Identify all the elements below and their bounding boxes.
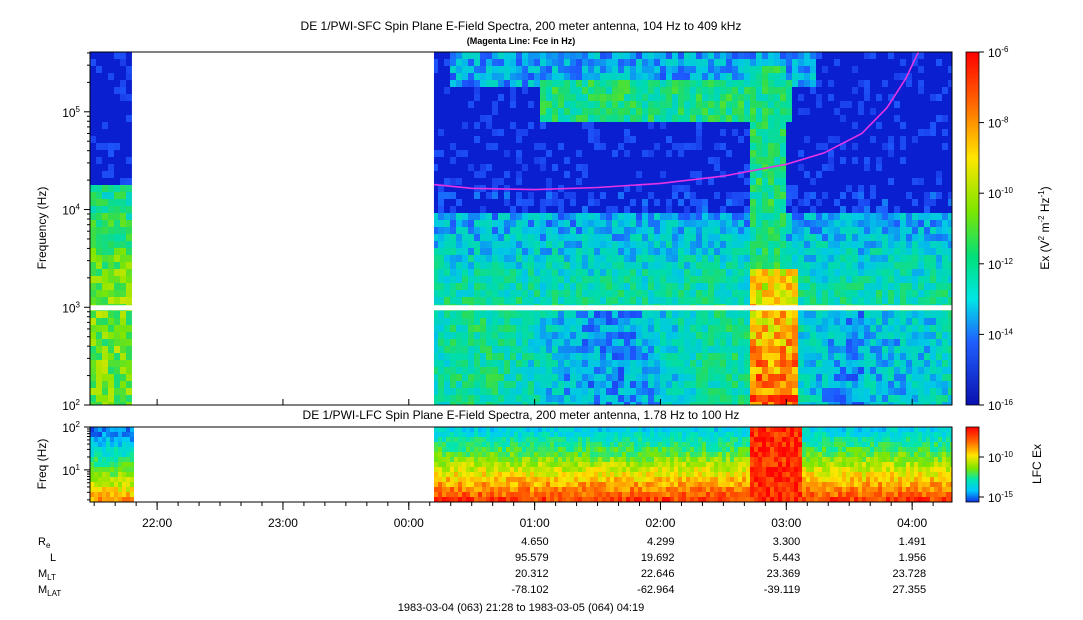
tick-exponent: -10 [1001,450,1013,459]
tick-label: 104 [62,203,80,218]
label-exponent: -2 [1037,215,1046,223]
label-part: Hz [1038,197,1052,215]
tick-exponent: -8 [1001,116,1009,125]
tick-label: 10-14 [988,327,1013,342]
tick-exponent: 5 [76,105,81,114]
lfc-spectrogram [90,427,952,502]
label-part: Ex (V [1038,240,1052,269]
lfc-colorbar [965,426,980,503]
time-tick-label: 04:00 [897,516,927,530]
tick-label: 105 [62,105,80,120]
lfc-colorbar-label: LFC Ex [1030,444,1044,484]
tick-exponent: -10 [1001,186,1013,195]
time-tick-label: 03:00 [771,516,801,530]
time-axis: 22:00 23:00 00:00 01:00 02:00 03:00 04:00 [93,399,934,530]
time-tick-label: 02:00 [645,516,675,530]
lfc-plot-frame [89,426,953,503]
ephemeris-value: 22.646 [641,568,675,580]
time-tick-label: 00:00 [394,516,424,530]
ephemeris-value: 1.956 [899,552,927,564]
ephemeris-row-sub: e [46,541,51,550]
tick-label: 102 [62,398,80,413]
ephemeris-row-sub: LT [47,573,56,582]
tick-label: 10-15 [988,490,1013,505]
time-tick-label: 01:00 [520,516,550,530]
ephemeris-value: 4.650 [521,536,549,548]
ephemeris-value: 5.443 [773,552,801,564]
ephemeris-row-sub: LAT [47,589,61,598]
tick-label: 10-8 [988,116,1009,131]
tick-label: 10-12 [988,257,1013,272]
sfc-subtitle: (Magenta Line: Fce in Hz) [467,36,576,46]
sfc-colorbar-label: Ex (V2 m-2 Hz-1) [1037,186,1052,269]
sfc-y-axis: 102 103 104 105 [62,52,90,413]
tick-label: 10-16 [988,398,1013,413]
time-tick-label: 23:00 [268,516,298,530]
tick-exponent: 3 [76,300,81,309]
tick-exponent: -6 [1001,45,1009,54]
tick-label: 10-10 [988,450,1013,465]
lfc-y-axis: 101 102 [62,420,90,501]
tick-label: 101 [62,463,80,478]
time-range-footer: 1983-03-04 (063) 21:28 to 1983-03-05 (06… [398,602,644,614]
tick-exponent: 4 [76,203,81,212]
ephemeris-value: -78.102 [511,584,548,596]
ephemeris-value: -62.964 [637,584,674,596]
tick-exponent: -16 [1001,398,1013,407]
ephemeris-value: 1.491 [899,536,927,548]
tick-label: 103 [62,300,80,315]
sfc-title: DE 1/PWI-SFC Spin Plane E-Field Spectra,… [301,19,742,33]
ephemeris-value: 95.579 [515,552,549,564]
tick-label: 10-10 [988,186,1013,201]
tick-exponent: 2 [76,398,81,407]
time-tick-label: 22:00 [142,516,172,530]
tick-exponent: -12 [1001,257,1013,266]
sfc-y-label: Frequency (Hz) [35,187,49,270]
sfc-plot-frame [89,51,953,406]
ephemeris-value: 23.369 [767,568,801,580]
label-exponent: -1 [1037,190,1046,198]
ephemeris-row-label: L [50,552,56,564]
tick-exponent: 1 [76,463,81,472]
ephemeris-value: 19.692 [641,552,675,564]
lfc-y-label: Freq (Hz) [35,439,49,490]
ephemeris-table: Re 4.650 4.299 3.300 1.491 L 95.579 19.692 5.443… [38,536,926,598]
ephemeris-value: 27.355 [892,584,926,596]
tick-exponent: -14 [1001,327,1013,336]
ephemeris-value: 4.299 [647,536,675,548]
ephemeris-value: 3.300 [773,536,801,548]
ephemeris-value: 23.728 [892,568,926,580]
ephemeris-value: -39.119 [764,584,801,596]
tick-exponent: -15 [1001,490,1013,499]
lfc-colorbar-ticks: 10-10 10-15 [979,450,1013,505]
sfc-spectrogram [90,52,952,405]
ephemeris-row-label: MLT [38,568,56,582]
sfc-colorbar [965,51,980,406]
tick-label: 102 [62,420,80,435]
ephemeris-row-label: MLAT [38,584,61,598]
fce-magenta-line [433,51,920,191]
ephemeris-row-label: Re [38,536,51,550]
ephemeris-value: 20.312 [515,568,549,580]
tick-exponent: 2 [76,420,81,429]
lfc-title: DE 1/PWI-LFC Spin Plane E-Field Spectra,… [303,408,740,422]
label-part: m [1038,223,1052,236]
label-part: ) [1038,186,1052,190]
label-exponent: 2 [1037,235,1046,240]
tick-label: 10-6 [988,45,1009,60]
sfc-colorbar-ticks: 10-6 10-8 10-10 10-12 10-14 10-16 [979,45,1013,413]
